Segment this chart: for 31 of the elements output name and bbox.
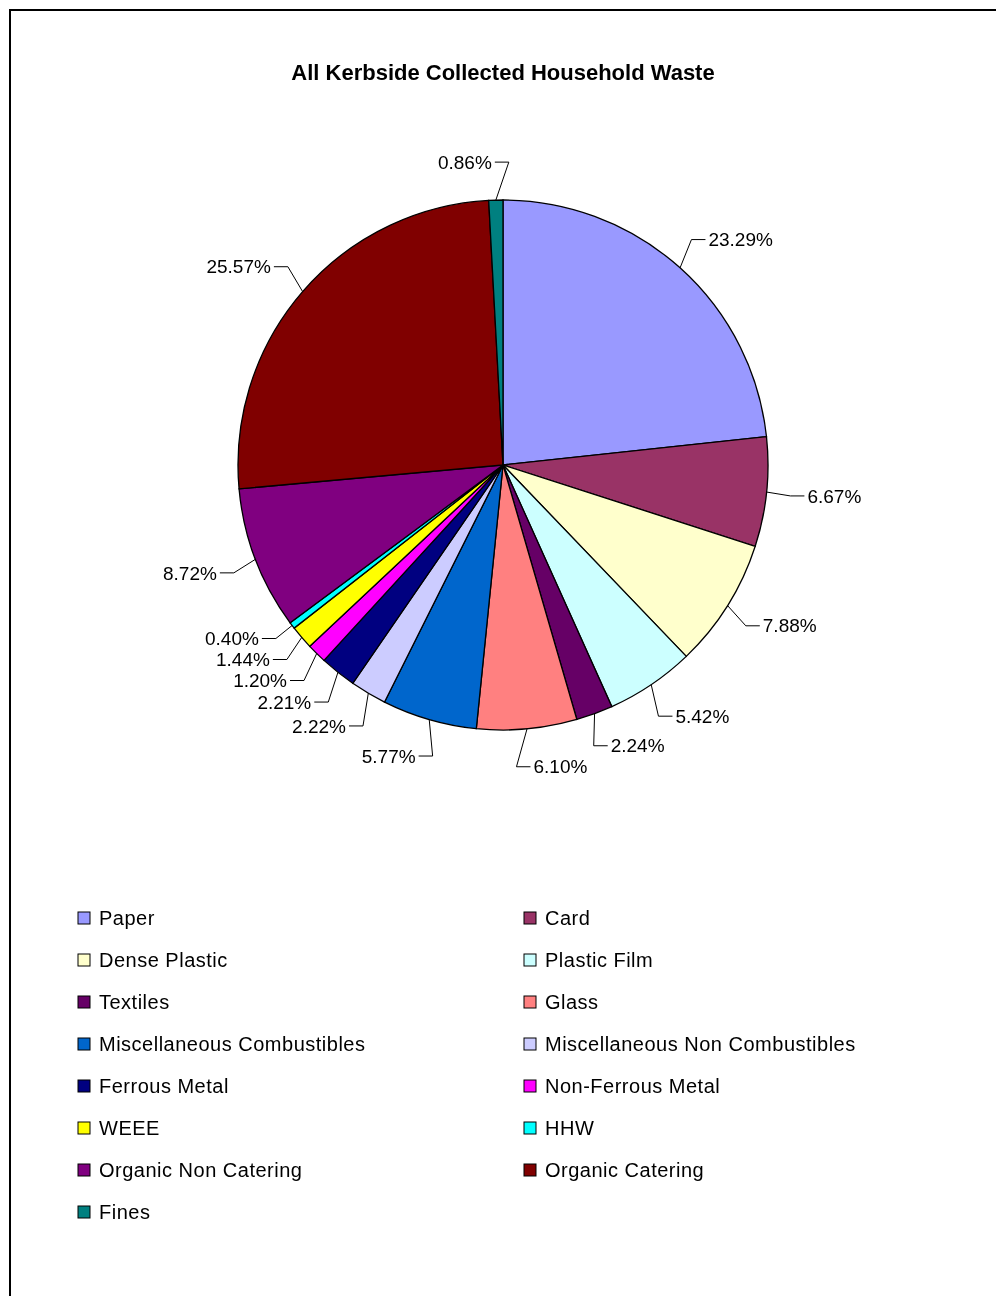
legend-label: Organic Catering (545, 1159, 705, 1181)
data-label: 7.88% (762, 615, 817, 637)
data-label: 25.57% (206, 256, 271, 278)
data-label: 2.21% (257, 691, 312, 713)
data-label: 2.24% (610, 735, 665, 757)
legend-label: Paper (99, 907, 155, 929)
legend-label: Dense Plastic (99, 949, 228, 971)
legend-label: Organic Non Catering (99, 1159, 303, 1181)
legend-label: Non-Ferrous Metal (545, 1075, 721, 1097)
legend-label: Miscellaneous Non Combustibles (545, 1033, 856, 1055)
data-label: 1.20% (233, 670, 288, 692)
legend-label: HHW (545, 1117, 595, 1139)
data-label: 0.40% (205, 628, 259, 650)
data-label: 23.29% (708, 229, 773, 251)
data-label: 0.86% (437, 151, 492, 173)
data-label: 5.42% (675, 705, 730, 727)
data-label: 1.44% (216, 649, 270, 671)
data-label: 8.72% (162, 562, 217, 584)
legend-label: Textiles (99, 991, 170, 1013)
data-label: 5.77% (361, 745, 416, 767)
data-label: 2.22% (292, 715, 347, 737)
legend-label: Plastic Film (545, 949, 654, 971)
chart-title: All Kerbside Collected Household Waste (291, 60, 715, 85)
legend-label: Fines (99, 1201, 151, 1223)
legend-label: Card (545, 907, 591, 929)
legend-label: WEEE (99, 1117, 160, 1139)
legend-label: Miscellaneous Combustibles (99, 1033, 366, 1055)
legend-label: Ferrous Metal (99, 1075, 229, 1097)
data-label: 6.10% (533, 756, 588, 778)
legend-label: Glass (545, 991, 599, 1013)
data-label: 6.67% (807, 485, 862, 507)
